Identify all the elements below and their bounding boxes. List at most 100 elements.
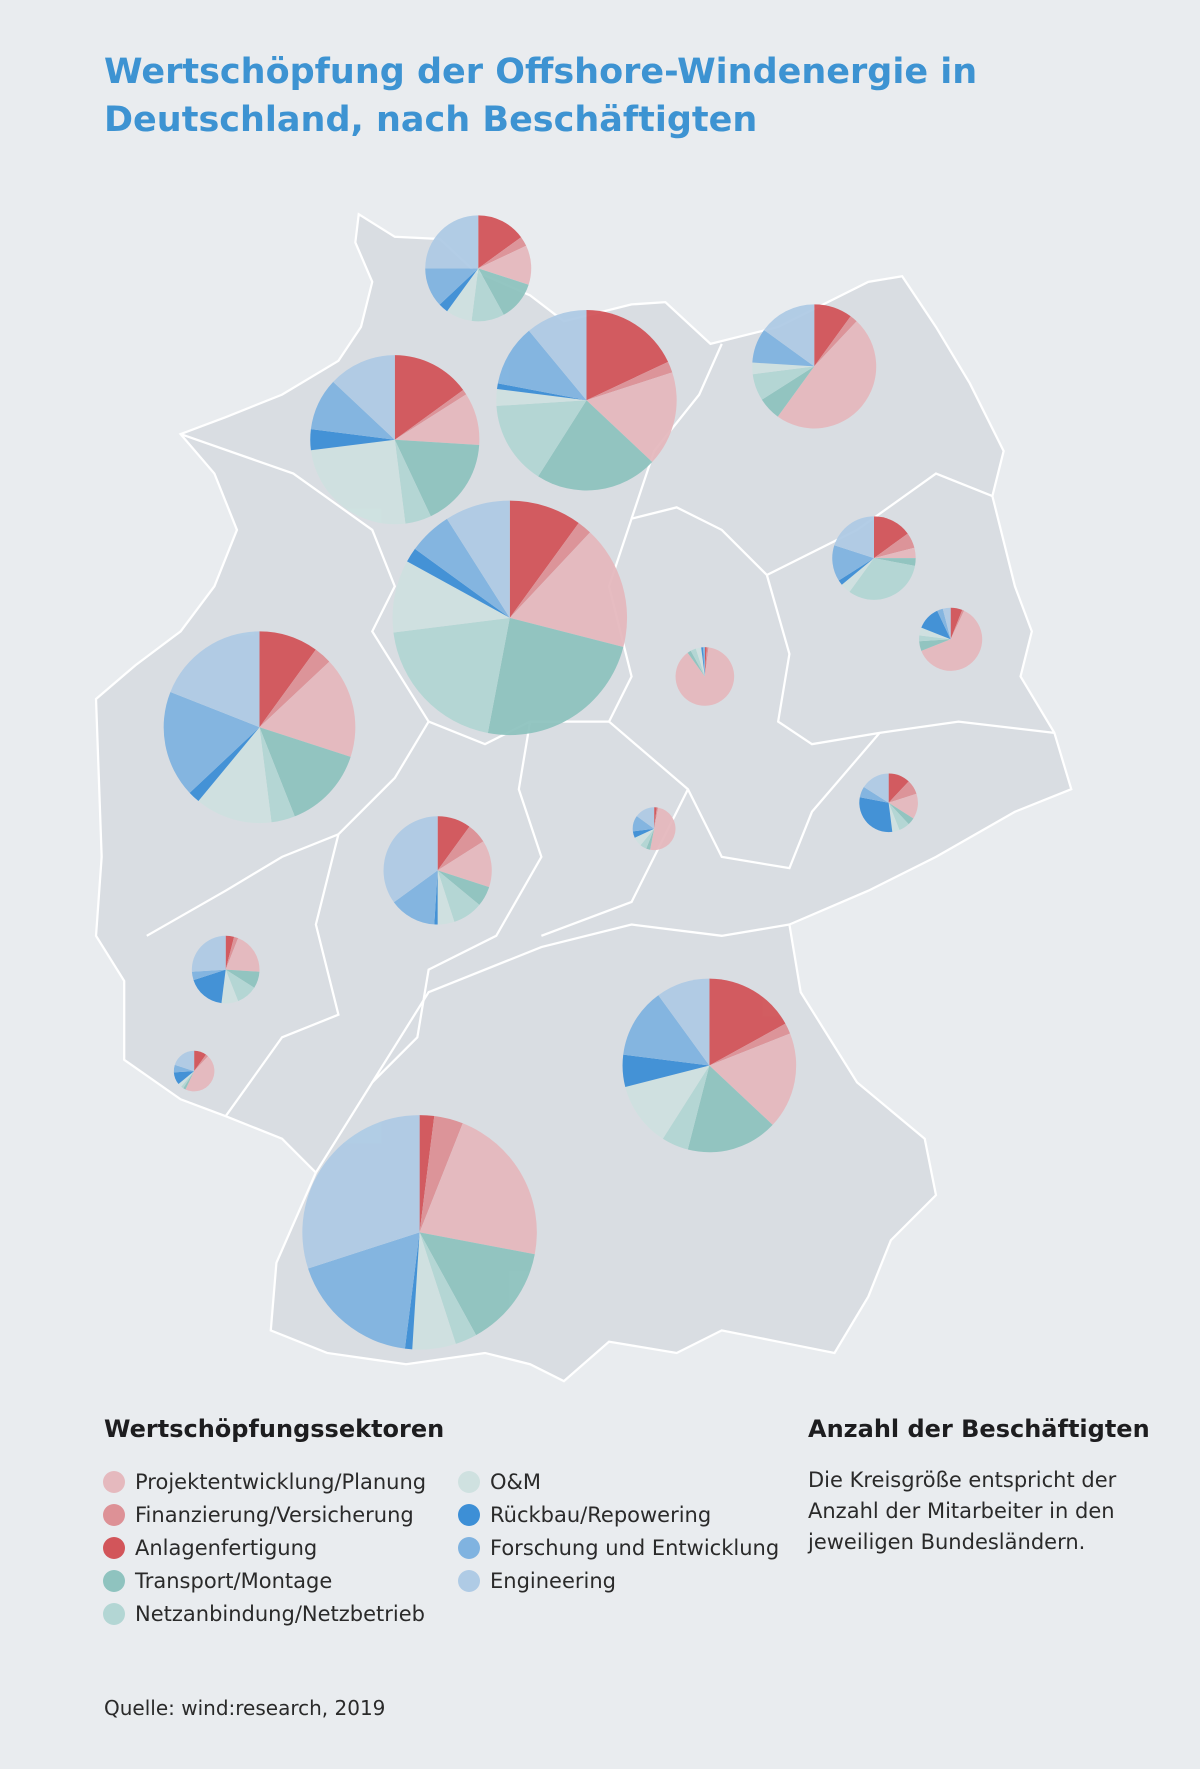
pie-slice bbox=[662, 1065, 710, 1150]
legend-label: Transport/Montage bbox=[135, 1568, 333, 1593]
pie-slice bbox=[849, 558, 915, 600]
pie-slice bbox=[414, 518, 510, 618]
pie-slice bbox=[888, 773, 909, 803]
pie-slice bbox=[383, 816, 438, 903]
pie-slice bbox=[394, 355, 464, 440]
pie-slice bbox=[189, 727, 260, 802]
legend-label: Rückbau/Repowering bbox=[490, 1502, 712, 1527]
pie-slice bbox=[814, 316, 857, 367]
legend-item: Transport/Montage bbox=[103, 1564, 426, 1597]
legend-label: Engineering bbox=[490, 1568, 616, 1593]
pie-slice bbox=[919, 635, 951, 642]
size-legend-description: Die Kreisgröße entspricht der Anzahl der… bbox=[808, 1468, 1117, 1554]
pie-slice bbox=[709, 1023, 791, 1066]
pie-slice bbox=[777, 321, 877, 429]
pie-slice bbox=[838, 558, 874, 585]
pie-slice bbox=[225, 936, 239, 970]
pie-slice bbox=[873, 533, 915, 559]
legend-item: Finanzierung/Versicherung bbox=[103, 1498, 426, 1531]
pie-slice bbox=[654, 807, 657, 829]
pie-slice bbox=[183, 1071, 195, 1090]
pie-slice bbox=[636, 807, 655, 829]
pie-slice bbox=[701, 647, 705, 677]
pie-chart bbox=[752, 304, 877, 429]
pie-slice bbox=[752, 366, 815, 400]
pie-slice bbox=[937, 608, 951, 640]
pie-slice bbox=[487, 617, 624, 736]
pie-slice bbox=[695, 647, 705, 677]
pie-slice bbox=[225, 969, 260, 988]
pie-slice bbox=[333, 355, 395, 440]
pie-chart bbox=[675, 647, 735, 706]
pie-slice bbox=[888, 802, 900, 832]
legend-label: Finanzierung/Versicherung bbox=[135, 1502, 414, 1527]
pie-chart bbox=[919, 607, 983, 671]
pie-slice bbox=[863, 773, 889, 803]
pie-slice bbox=[393, 617, 510, 734]
pie-slice bbox=[310, 429, 395, 451]
pie-slice bbox=[888, 802, 914, 825]
pie-slice bbox=[497, 330, 587, 401]
pie-slice bbox=[704, 647, 709, 677]
pie-slice bbox=[950, 607, 963, 640]
pie-slice bbox=[259, 631, 316, 728]
pie-slice bbox=[194, 1050, 207, 1072]
pie-slice bbox=[687, 1065, 773, 1153]
pie-slice bbox=[394, 439, 480, 517]
legend-column: O&M Rückbau/Repowering Forschung und Entwi… bbox=[458, 1465, 779, 1597]
pie-slice bbox=[471, 268, 504, 322]
pie-slice bbox=[888, 781, 917, 803]
legend-item: Anlagenfertigung bbox=[103, 1531, 426, 1564]
pie-slice bbox=[225, 969, 255, 1002]
legend-swatch bbox=[103, 1536, 125, 1559]
pie-slice bbox=[412, 1232, 456, 1350]
pie-slice bbox=[437, 870, 455, 925]
pie-slice bbox=[496, 400, 587, 477]
pie-slice bbox=[873, 558, 916, 566]
pie-slice bbox=[921, 610, 951, 640]
chart-title: Wertschöpfung der Offshore-Windenergie i… bbox=[104, 52, 978, 140]
pie-slice bbox=[658, 978, 710, 1066]
pie-slice bbox=[198, 727, 272, 824]
pie-slice bbox=[478, 215, 522, 269]
pie-slice bbox=[437, 826, 484, 871]
pie-slice bbox=[259, 661, 356, 757]
pie-slice bbox=[419, 1123, 537, 1255]
pie-chart bbox=[383, 816, 492, 925]
pie-slice bbox=[259, 727, 295, 823]
pie-slice bbox=[194, 1054, 209, 1072]
pie-chart bbox=[496, 310, 677, 491]
legend-title: Wertschöpfungssektoren bbox=[104, 1415, 445, 1443]
legend-item: Netzanbindung/Netzbetrieb bbox=[103, 1597, 426, 1630]
pie-slice bbox=[509, 500, 579, 618]
legend-label: O&M bbox=[490, 1469, 542, 1494]
pie-slice bbox=[173, 1071, 195, 1085]
pie-slice bbox=[393, 870, 438, 925]
pie-slice bbox=[437, 841, 492, 888]
pie-slice bbox=[950, 609, 965, 640]
legend-column: Projektentwicklung/Planung Finanzierung/V… bbox=[103, 1465, 426, 1630]
pie-slice bbox=[439, 268, 479, 312]
pie-slice bbox=[921, 610, 983, 671]
pie-slice bbox=[761, 366, 815, 417]
pie-slice bbox=[632, 828, 655, 838]
pie-slice bbox=[394, 390, 467, 440]
pie-slice bbox=[447, 268, 479, 321]
pie-slice bbox=[832, 545, 874, 581]
pie-slice bbox=[181, 1071, 195, 1089]
pie-slice bbox=[873, 516, 908, 559]
pie-slice bbox=[888, 802, 909, 831]
pie-slice bbox=[425, 268, 479, 305]
pie-slice bbox=[654, 807, 659, 829]
pie-slice bbox=[919, 639, 951, 651]
pie-slice bbox=[834, 516, 874, 559]
pie-slice bbox=[496, 388, 587, 406]
pie-slice bbox=[709, 1033, 797, 1125]
pie-chart bbox=[859, 773, 918, 833]
pie-slice bbox=[419, 1115, 463, 1233]
pie-slice bbox=[814, 304, 851, 367]
pie-chart bbox=[173, 1050, 215, 1092]
pie-slice bbox=[586, 361, 673, 401]
pie-slice bbox=[478, 237, 527, 269]
